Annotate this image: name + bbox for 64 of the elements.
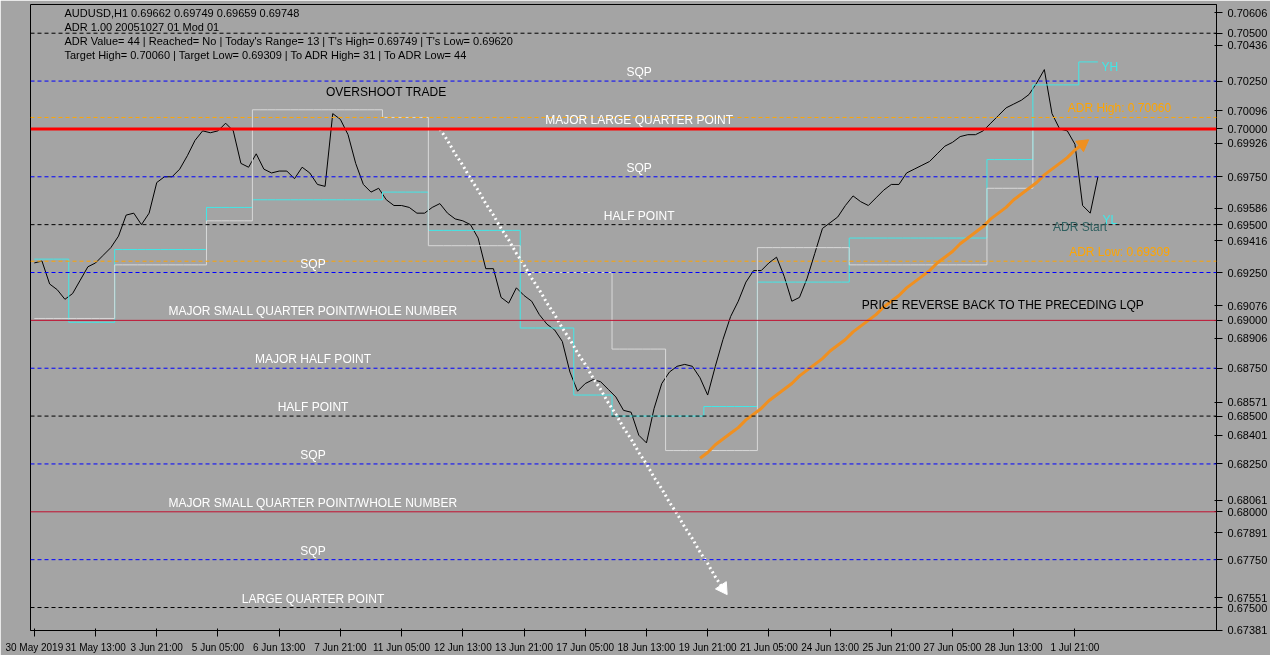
ref-line-label: ADR Low: 0.69309	[1069, 245, 1171, 260]
y-tick-label: 0.70250	[1227, 75, 1268, 88]
chart-title: AUDUSD,H1 0.69662 0.69749 0.69659 0.69748	[64, 6, 300, 19]
ref-line-label: MAJOR SMALL QUARTER POINT/WHOLE NUMBER	[168, 495, 458, 510]
x-tick-label: 7 Jun 21:00	[314, 641, 367, 653]
y-tick-label: 0.67551	[1227, 591, 1268, 604]
y-tick-label: 0.70000	[1227, 122, 1268, 135]
x-tick-label: 11 Jun 05:00	[373, 641, 431, 653]
ref-line-label: MAJOR HALF POINT	[255, 352, 372, 367]
y-tick-label: 0.69416	[1227, 234, 1268, 247]
x-tick-label: 19 Jun 21:00	[678, 641, 738, 653]
ref-line-label: LARGE QUARTER POINT	[241, 591, 385, 606]
ref-line-label: SQP	[626, 65, 652, 80]
x-tick-label: 31 May 13:00	[65, 641, 127, 653]
ref-line-label: SQP	[300, 543, 326, 558]
y-tick-label: 0.68571	[1227, 396, 1268, 409]
annotation: OVERSHOOT TRADE	[325, 85, 447, 100]
y-tick-label: 0.67891	[1227, 526, 1268, 539]
x-tick-label: 21 Jun 05:00	[739, 641, 799, 653]
y-tick-label: 0.69586	[1227, 202, 1268, 215]
x-tick-label: 24 Jun 13:00	[801, 641, 860, 653]
text: ADR 1.00 20051027 01 Mod 01	[64, 20, 220, 33]
annotation: Target High= 0.70060 | Target Low= 0.69309 | To ADR High= 31 | To ADR Low= 44	[64, 48, 467, 61]
annotation: ADR Value= 44 | Reached= No | Today's Range= 13 | T's High= 0.69749 | T's Low= 0.69620	[64, 34, 513, 47]
y-tick-label: 0.69926	[1227, 137, 1268, 150]
ref-line-label: SQP	[300, 447, 326, 462]
y-tick-label: 0.69000	[1227, 314, 1268, 327]
x-tick-label: 13 Jun 21:00	[495, 641, 554, 653]
ref-line-label: SQP	[626, 160, 652, 175]
y-tick-label: 0.69500	[1227, 218, 1268, 231]
y-tick-label: 0.70606	[1227, 6, 1268, 19]
y-tick-label: 0.67750	[1227, 553, 1268, 566]
x-tick-label: 3 Jun 21:00	[130, 641, 184, 653]
x-tick-label: 1 Jul 21:00	[1050, 641, 1100, 653]
y-tick-label: 0.69076	[1227, 299, 1268, 312]
ref-line-label: HALF POINT	[277, 400, 350, 415]
y-tick-label: 0.69750	[1227, 170, 1268, 183]
ref-line-label: HALF POINT	[603, 208, 676, 223]
x-tick-label: 5 Jun 05:00	[191, 641, 245, 653]
y-tick-label: 0.67381	[1227, 624, 1268, 637]
ref-line-label: ADR High: 0.70060	[1067, 101, 1172, 116]
x-tick-label: 18 Jun 13:00	[617, 641, 676, 653]
y-tick-label: 0.68000	[1227, 505, 1268, 518]
y-tick-label: 0.68500	[1227, 410, 1268, 423]
y-tick-label: 0.70096	[1227, 104, 1268, 117]
x-tick-label: 28 Jun 13:00	[984, 641, 1044, 653]
y-tick-label: 0.68750	[1227, 362, 1268, 375]
x-tick-label: 30 May 2019	[5, 641, 64, 653]
y-tick-label: 0.68401	[1227, 429, 1268, 442]
y-tick-label: 0.67500	[1227, 601, 1268, 614]
ref-line-label: MAJOR SMALL QUARTER POINT/WHOLE NUMBER	[168, 304, 458, 319]
ref-line-label: SQP	[300, 256, 326, 271]
y-tick-label: 0.68250	[1227, 457, 1268, 470]
y-tick-label: 0.68061	[1227, 494, 1268, 507]
annotation: YH	[1101, 60, 1119, 75]
y-tick-label: 0.69250	[1227, 266, 1268, 279]
y-tick-label: 0.70436	[1227, 39, 1268, 52]
y-tick-label: 0.68906	[1227, 332, 1268, 345]
y-tick-label: 0.70500	[1227, 27, 1268, 40]
x-tick-label: 25 Jun 21:00	[862, 641, 921, 653]
x-tick-label: 6 Jun 13:00	[253, 641, 306, 653]
x-tick-label: 12 Jun 13:00	[433, 641, 493, 653]
x-tick-label: 27 Jun 05:00	[923, 641, 982, 653]
x-tick-label: 17 Jun 05:00	[556, 641, 615, 653]
